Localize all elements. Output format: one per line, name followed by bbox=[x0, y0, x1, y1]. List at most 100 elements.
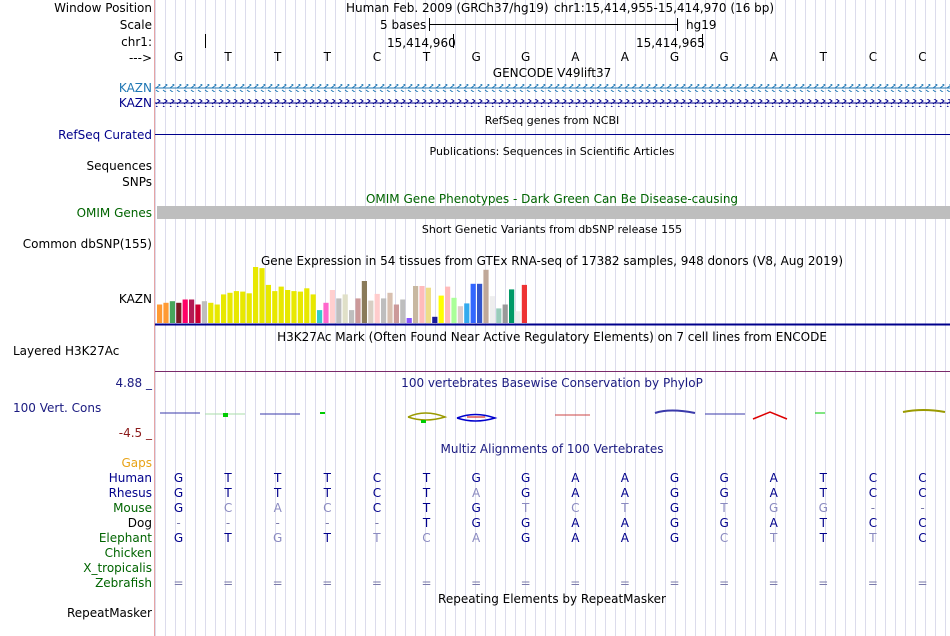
species-label-zebrafish[interactable]: Zebrafish bbox=[95, 576, 152, 590]
h3k27ac-baseline bbox=[155, 371, 950, 372]
gtex-tissue-bar[interactable] bbox=[413, 286, 419, 323]
species-label-chicken[interactable]: Chicken bbox=[104, 546, 152, 560]
grid-line bbox=[265, 0, 266, 636]
label-layered-h3k27ac[interactable]: Layered H3K27Ac bbox=[13, 344, 120, 358]
label-kazn-gencode-1[interactable]: KAZN bbox=[118, 81, 152, 95]
gencode-transcript-1-arrows bbox=[155, 84, 950, 92]
gtex-tissue-bar[interactable] bbox=[201, 301, 207, 323]
gtex-tissue-bar[interactable] bbox=[489, 296, 495, 323]
label-refseq-curated[interactable]: RefSeq Curated bbox=[58, 128, 152, 142]
gtex-tissue-bar[interactable] bbox=[374, 293, 380, 323]
gtex-tissue-bar[interactable] bbox=[464, 303, 470, 323]
alignment-base: G bbox=[719, 516, 729, 530]
gtex-tissue-bar[interactable] bbox=[291, 291, 297, 323]
alignment-base: G bbox=[471, 501, 481, 515]
gtex-tissue-bar[interactable] bbox=[393, 304, 399, 324]
refseq-gene-line[interactable] bbox=[155, 134, 950, 135]
gtex-tissue-bar[interactable] bbox=[182, 299, 188, 324]
gtex-tissue-bar[interactable] bbox=[221, 294, 227, 323]
label-100-vert-cons[interactable]: 100 Vert. Cons bbox=[13, 401, 102, 415]
scale-bar-tick-left bbox=[429, 18, 430, 31]
gtex-tissue-bar[interactable] bbox=[329, 290, 335, 323]
alignment-base: T bbox=[274, 486, 282, 500]
gtex-tissue-bar[interactable] bbox=[496, 308, 502, 323]
gtex-tissue-bar[interactable] bbox=[515, 311, 521, 323]
gtex-tissue-bar[interactable] bbox=[406, 318, 412, 323]
species-label-mouse[interactable]: Mouse bbox=[113, 501, 152, 515]
gtex-tissue-bar[interactable] bbox=[502, 304, 508, 324]
gtex-tissue-bar[interactable] bbox=[349, 310, 355, 323]
gtex-tissue-bar[interactable] bbox=[265, 284, 271, 323]
gtex-tissue-bar[interactable] bbox=[189, 299, 195, 324]
label-repeatmasker[interactable]: RepeatMasker bbox=[66, 606, 152, 620]
alignment-base: - bbox=[870, 501, 876, 515]
gtex-tissue-bar[interactable] bbox=[310, 294, 316, 323]
gtex-tissue-bar[interactable] bbox=[381, 298, 387, 323]
reference-base: T bbox=[422, 50, 431, 64]
gtex-tissue-bar[interactable] bbox=[246, 293, 252, 323]
gtex-tissue-bar[interactable] bbox=[317, 310, 323, 323]
alignment-base: G bbox=[669, 486, 680, 500]
gtex-tissue-bar[interactable] bbox=[176, 302, 182, 323]
omim-gene-bar[interactable] bbox=[157, 206, 950, 219]
label-common-dbsnp[interactable]: Common dbSNP(155) bbox=[22, 237, 152, 251]
gtex-tissue-bar[interactable] bbox=[361, 281, 367, 323]
gtex-tissue-bar[interactable] bbox=[470, 283, 476, 323]
gtex-tissue-bar[interactable] bbox=[419, 286, 425, 323]
gtex-tissue-bar[interactable] bbox=[297, 291, 303, 323]
gtex-tissue-bar[interactable] bbox=[336, 298, 342, 323]
gtex-tissue-bar[interactable] bbox=[227, 292, 233, 323]
alignment-base: A bbox=[769, 471, 778, 485]
gtex-tissue-bar[interactable] bbox=[304, 288, 310, 323]
gtex-tissue-bar[interactable] bbox=[240, 291, 246, 323]
gtex-tissue-bar[interactable] bbox=[432, 316, 438, 323]
species-label-x_tropicalis[interactable]: X_tropicalis bbox=[83, 561, 152, 575]
gtex-tissue-bar[interactable] bbox=[368, 300, 374, 323]
label-snps[interactable]: SNPs bbox=[122, 175, 152, 189]
gtex-tissue-bar[interactable] bbox=[272, 291, 278, 323]
gtex-tissue-bar[interactable] bbox=[451, 297, 457, 323]
grid-line bbox=[655, 0, 656, 636]
gtex-bar-chart[interactable] bbox=[155, 266, 950, 326]
gtex-tissue-bar[interactable] bbox=[445, 286, 451, 323]
alignment-base: - bbox=[225, 516, 231, 530]
h3k27ac-title: H3K27Ac Mark (Often Found Near Active Re… bbox=[277, 330, 827, 344]
gtex-tissue-bar[interactable] bbox=[425, 287, 431, 323]
gtex-tissue-bar[interactable] bbox=[483, 269, 489, 323]
gtex-tissue-bar[interactable] bbox=[195, 304, 201, 324]
label-kazn-gtex[interactable]: KAZN bbox=[118, 292, 152, 306]
gtex-tissue-bar[interactable] bbox=[477, 283, 483, 323]
species-label-rhesus[interactable]: Rhesus bbox=[108, 486, 152, 500]
phylop-conservation-plot[interactable] bbox=[155, 405, 950, 427]
gtex-tissue-bar[interactable] bbox=[457, 306, 463, 323]
label-kazn-gencode-2[interactable]: KAZN bbox=[118, 96, 152, 110]
gtex-tissue-bar[interactable] bbox=[278, 286, 284, 323]
window-position-text: chr1:15,414,955-15,414,970 (16 bp) bbox=[554, 1, 775, 15]
grid-line bbox=[565, 0, 566, 636]
gtex-tissue-bar[interactable] bbox=[253, 267, 259, 323]
species-label-elephant[interactable]: Elephant bbox=[98, 531, 152, 545]
gtex-tissue-bar[interactable] bbox=[355, 298, 361, 323]
species-label-human[interactable]: Human bbox=[108, 471, 152, 485]
gtex-tissue-bar[interactable] bbox=[163, 302, 169, 323]
gtex-tissue-bar[interactable] bbox=[400, 299, 406, 324]
gtex-tissue-bar[interactable] bbox=[208, 302, 214, 323]
gtex-tissue-bar[interactable] bbox=[342, 294, 348, 323]
gtex-tissue-bar[interactable] bbox=[323, 302, 329, 323]
gencode-transcripts[interactable] bbox=[155, 81, 950, 111]
label-omim-genes[interactable]: OMIM Genes bbox=[76, 206, 152, 220]
gtex-tissue-bar[interactable] bbox=[521, 284, 527, 323]
gtex-tissue-bar[interactable] bbox=[169, 301, 175, 323]
gtex-tissue-bar[interactable] bbox=[214, 304, 220, 324]
gtex-tissue-bar[interactable] bbox=[157, 304, 163, 324]
gtex-tissue-bar[interactable] bbox=[285, 290, 291, 323]
grid-line bbox=[705, 0, 706, 636]
gtex-tissue-bar[interactable] bbox=[438, 295, 444, 323]
label-sequences[interactable]: Sequences bbox=[86, 159, 152, 173]
gtex-tissue-bar[interactable] bbox=[233, 291, 239, 323]
grid-line bbox=[865, 0, 866, 636]
gtex-tissue-bar[interactable] bbox=[387, 292, 393, 323]
gtex-tissue-bar[interactable] bbox=[509, 289, 515, 323]
species-label-dog[interactable]: Dog bbox=[127, 516, 152, 530]
gtex-tissue-bar[interactable] bbox=[259, 268, 265, 323]
